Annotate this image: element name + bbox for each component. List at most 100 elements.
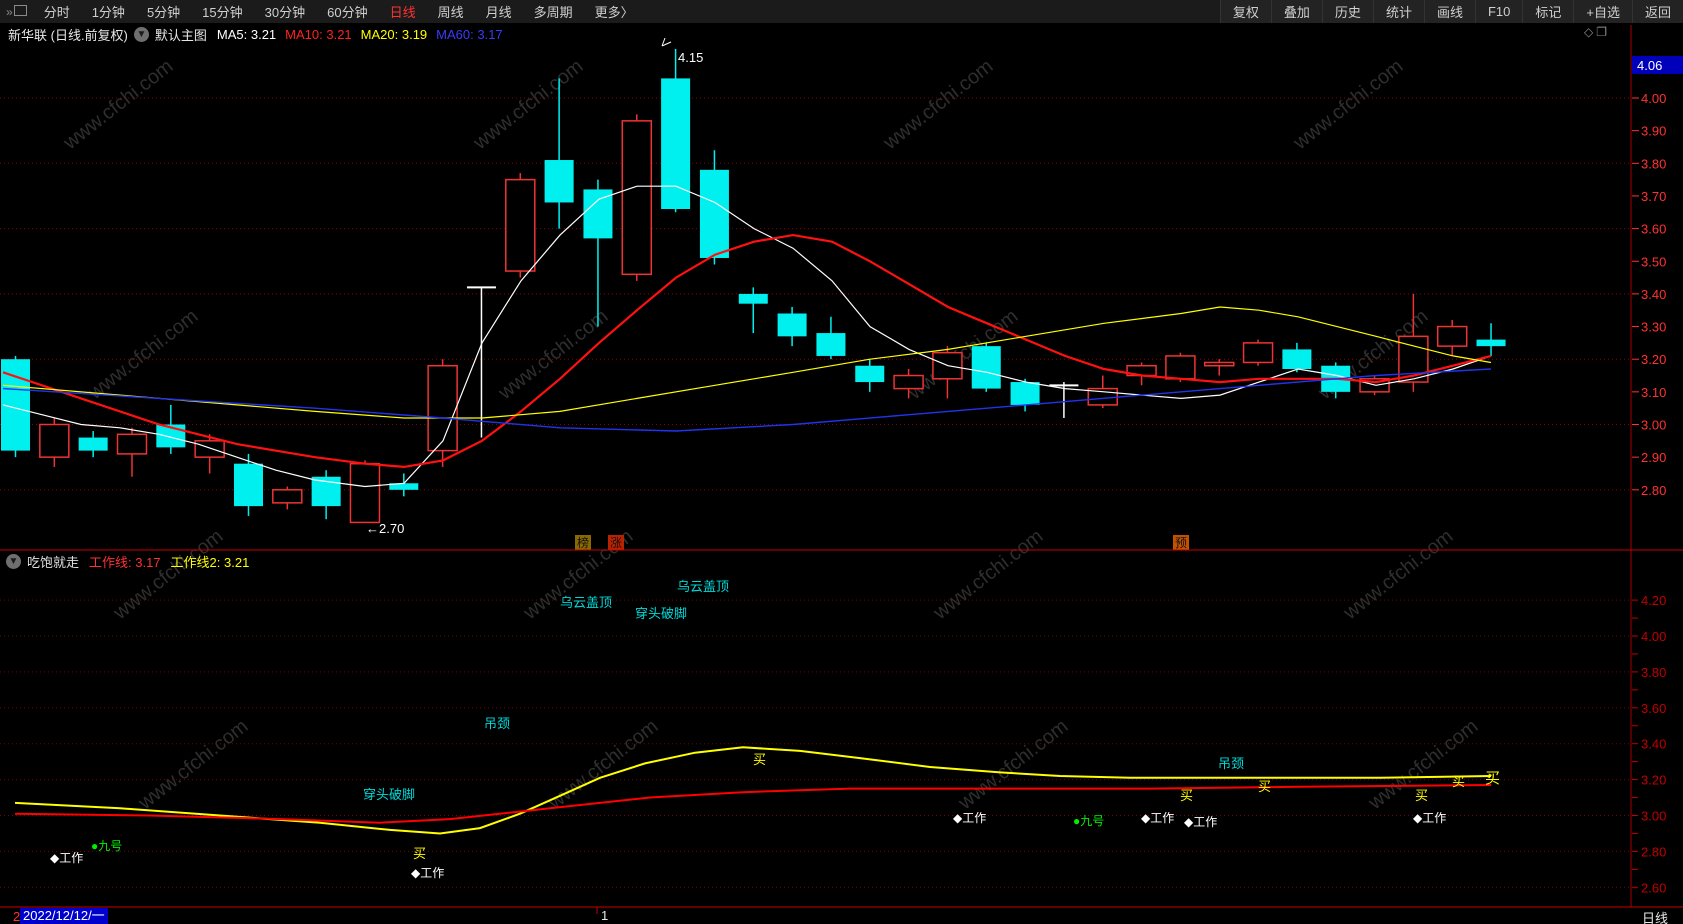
watermark: www.cfchi.com — [469, 55, 588, 154]
down-candle — [1, 359, 30, 451]
ma-line-MA10 — [2, 233, 1492, 469]
up-candle — [349, 462, 381, 524]
date-badge[interactable]: 2022/12/12/一 — [20, 908, 108, 924]
down-candle — [1476, 339, 1506, 347]
period-tab[interactable]: 1分钟 — [91, 5, 125, 20]
up-candle — [1203, 361, 1235, 367]
indicator-axis-label: 3.20 — [1641, 773, 1666, 788]
signal-label: ◆工作 — [1413, 811, 1446, 825]
up-candle — [194, 440, 225, 458]
main-chart-style-label[interactable]: 默认主图 — [154, 28, 207, 43]
price-axis-label: 3.00 — [1641, 418, 1666, 433]
signal-label: ●九号 — [91, 839, 122, 853]
back-button[interactable]: 返回 — [1631, 0, 1683, 23]
peak-arrow — [661, 37, 672, 47]
signal-label: 买 — [1180, 788, 1193, 803]
watermark: www.cfchi.com — [134, 715, 253, 814]
signal-label: ●九号 — [1073, 814, 1104, 828]
price-axis-label: 2.80 — [1641, 483, 1666, 498]
down-candle — [544, 160, 574, 203]
price-axis-label: 3.50 — [1641, 254, 1666, 269]
f10-button[interactable]: F10 — [1474, 0, 1523, 23]
up-candle — [893, 374, 924, 390]
period-tab[interactable]: 15分钟 — [202, 5, 243, 20]
signal-label: 穿头破脚 — [635, 606, 687, 621]
pane-tools: ◇❐ — [1584, 25, 1610, 39]
indicator-line-工作线 — [14, 784, 1492, 824]
history-button[interactable]: 历史 — [1321, 0, 1373, 23]
down-candle — [78, 437, 108, 451]
down-candle — [816, 333, 846, 356]
up-candle — [1242, 342, 1274, 364]
indicator-name[interactable]: 吃饱就走 — [27, 554, 80, 570]
ma5-value: MA5: 3.21 — [216, 27, 277, 42]
down-candle — [233, 463, 263, 507]
period-tab[interactable]: 月线 — [485, 5, 512, 20]
period-tab-active[interactable]: 日线 — [389, 5, 416, 20]
chevron-down-icon[interactable]: ▼ — [6, 553, 21, 569]
more-menu[interactable]: 更多〉 — [594, 5, 634, 20]
current-period-label: 日线 — [1642, 911, 1669, 924]
split-window-icon[interactable]: ❐ — [1596, 25, 1610, 39]
price-axis-label: 3.30 — [1641, 320, 1666, 335]
watermark: www.cfchi.com — [879, 55, 998, 154]
price-axis-label: 2.90 — [1641, 450, 1666, 465]
indicator-axis-label: 2.80 — [1641, 844, 1666, 859]
period-tab[interactable]: 5分钟 — [146, 5, 181, 20]
down-candle — [389, 483, 419, 490]
period-tab[interactable]: 多周期 — [533, 5, 573, 20]
up-candle — [39, 423, 70, 458]
indicator-header: ▼ 吃饱就走 工作线: 3.17 工作线2: 3.21 — [0, 551, 1630, 571]
watermark: www.cfchi.com — [1339, 525, 1458, 624]
signal-label: 吊颈 — [484, 716, 510, 731]
watermark: www.cfchi.com — [109, 525, 228, 624]
period-tab[interactable]: 30分钟 — [264, 5, 306, 20]
event-badge-text: 预 — [1175, 536, 1187, 550]
mark-button[interactable]: 标记 — [1522, 0, 1574, 23]
period-tab[interactable]: 分时 — [43, 5, 70, 20]
price-badge-text: 4.06 — [1637, 58, 1662, 73]
up-candle — [427, 364, 458, 452]
chevron-down-icon[interactable]: ▼ — [133, 27, 149, 42]
up-candle — [1436, 325, 1468, 347]
restoration-button[interactable]: 复权 — [1219, 0, 1271, 23]
down-candle — [661, 78, 691, 210]
price-axis-label: 3.90 — [1641, 124, 1666, 139]
add-watchlist-button[interactable]: +自选 — [1573, 0, 1632, 23]
ma20-value: MA20: 3.19 — [360, 27, 428, 42]
watermark: www.cfchi.com — [59, 55, 178, 154]
panel-toggle-icon[interactable]: » — [6, 4, 27, 19]
watermark: www.cfchi.com — [84, 305, 203, 404]
event-badge — [608, 535, 624, 550]
watermark: www.cfchi.com — [544, 715, 663, 814]
period-toolbar: » 分时 1分钟 5分钟 15分钟 30分钟 60分钟 日线 周线 月线 多周期… — [0, 0, 1683, 23]
down-candle — [583, 189, 613, 239]
diamond-icon[interactable]: ◇ — [1584, 25, 1597, 39]
period-tab[interactable]: 60分钟 — [327, 5, 368, 20]
signal-label: 买 — [413, 846, 426, 861]
signal-label: 穿头破脚 — [363, 787, 415, 802]
signal-label: 买 — [1485, 770, 1500, 787]
statistics-button[interactable]: 统计 — [1372, 0, 1424, 23]
price-axis-label: 3.60 — [1641, 222, 1666, 237]
price-axis-label: 3.20 — [1641, 352, 1666, 367]
price-axis-label: 3.70 — [1641, 189, 1666, 204]
down-candle — [738, 293, 768, 304]
overlay-button[interactable]: 叠加 — [1270, 0, 1322, 23]
price-badge — [1632, 56, 1683, 74]
price-axis-label: 3.80 — [1641, 156, 1666, 171]
indicator-axis-label: 3.00 — [1641, 809, 1666, 824]
down-candle — [699, 169, 729, 258]
ma-line-MA60 — [2, 368, 1492, 432]
signal-label: 吊颈 — [1218, 756, 1244, 771]
year-label: 2 — [13, 909, 21, 924]
ma10-value: MA10: 3.21 — [285, 27, 352, 42]
down-candle — [971, 346, 1001, 389]
event-badge-text: 涨 — [610, 535, 622, 550]
draw-line-button[interactable]: 画线 — [1423, 0, 1475, 23]
action-toolbar: 复权 叠加 历史 统计 画线 F10 标记 +自选 返回 — [1219, 0, 1683, 23]
period-tab[interactable]: 周线 — [437, 5, 464, 20]
signal-label: 买 — [1415, 788, 1428, 803]
